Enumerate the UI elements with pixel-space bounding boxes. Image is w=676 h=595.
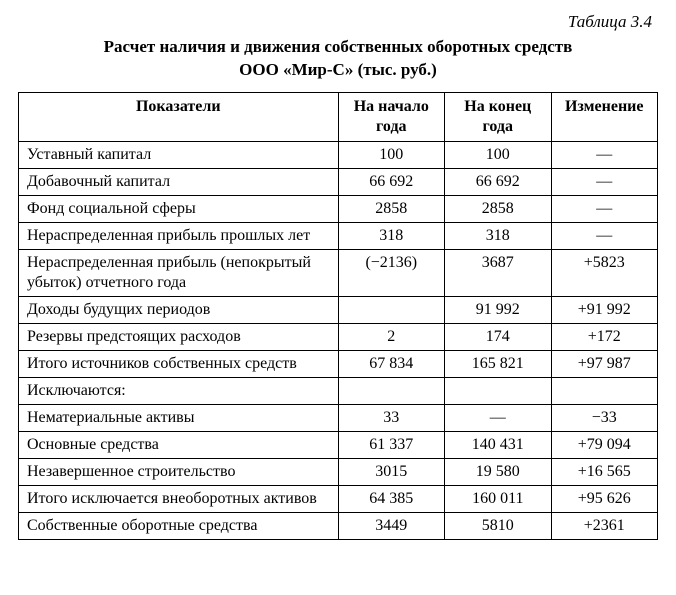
cell-label: Добавочный капитал [19, 168, 339, 195]
cell-start [338, 377, 444, 404]
cell-delta: +91 992 [551, 296, 658, 323]
cell-end: 100 [445, 141, 551, 168]
cell-start: 61 337 [338, 431, 444, 458]
table-row: Итого исключается внеоборотных активов 6… [19, 485, 658, 512]
cell-end: — [445, 404, 551, 431]
table-row: Добавочный капитал 66 692 66 692 — [19, 168, 658, 195]
cell-end: 91 992 [445, 296, 551, 323]
cell-label: Незавершенное строительство [19, 458, 339, 485]
cell-delta: +95 626 [551, 485, 658, 512]
cell-end: 19 580 [445, 458, 551, 485]
cell-start: 2 [338, 323, 444, 350]
table-row: Доходы будущих периодов 91 992 +91 992 [19, 296, 658, 323]
table-title: Расчет наличия и движения собственных об… [18, 36, 658, 82]
cell-delta: +16 565 [551, 458, 658, 485]
cell-start: 66 692 [338, 168, 444, 195]
financial-table: Показатели На начало года На конец года … [18, 92, 658, 540]
cell-delta: +79 094 [551, 431, 658, 458]
cell-start: 64 385 [338, 485, 444, 512]
cell-end [445, 377, 551, 404]
col-header-indicator: Показатели [19, 92, 339, 141]
table-row: Фонд социальной сферы 2858 2858 — [19, 195, 658, 222]
cell-start [338, 296, 444, 323]
table-header-row: Показатели На начало года На конец года … [19, 92, 658, 141]
cell-label: Уставный капитал [19, 141, 339, 168]
cell-label: Итого источников собственных средств [19, 350, 339, 377]
cell-delta: — [551, 222, 658, 249]
cell-end: 66 692 [445, 168, 551, 195]
cell-label: Резервы предстоящих расходов [19, 323, 339, 350]
table-row: Итого источников собственных средств 67 … [19, 350, 658, 377]
cell-delta: — [551, 141, 658, 168]
cell-delta: — [551, 168, 658, 195]
cell-start: 318 [338, 222, 444, 249]
cell-label: Собственные оборотные средства [19, 512, 339, 539]
table-row: Незавершенное строительство 3015 19 580 … [19, 458, 658, 485]
cell-delta: — [551, 195, 658, 222]
table-row: Собственные оборотные средства 3449 5810… [19, 512, 658, 539]
cell-start: 2858 [338, 195, 444, 222]
title-line-1: Расчет наличия и движения собственных об… [104, 37, 573, 56]
cell-label: Основные средства [19, 431, 339, 458]
cell-label: Нераспределенная прибыль прошлых лет [19, 222, 339, 249]
title-line-2: ООО «Мир-С» (тыс. руб.) [239, 60, 437, 79]
cell-end: 165 821 [445, 350, 551, 377]
cell-delta: −33 [551, 404, 658, 431]
cell-end: 174 [445, 323, 551, 350]
cell-start: 100 [338, 141, 444, 168]
table-row: Резервы предстоящих расходов 2 174 +172 [19, 323, 658, 350]
cell-delta [551, 377, 658, 404]
table-row: Основные средства 61 337 140 431 +79 094 [19, 431, 658, 458]
cell-delta: +2361 [551, 512, 658, 539]
cell-end: 5810 [445, 512, 551, 539]
cell-label: Фонд социальной сферы [19, 195, 339, 222]
cell-label: Нематериальные активы [19, 404, 339, 431]
cell-end: 2858 [445, 195, 551, 222]
col-header-delta: Изменение [551, 92, 658, 141]
cell-label: Итого исключается внеоборотных активов [19, 485, 339, 512]
col-header-start: На начало года [338, 92, 444, 141]
cell-delta: +5823 [551, 249, 658, 296]
cell-end: 140 431 [445, 431, 551, 458]
cell-end: 3687 [445, 249, 551, 296]
cell-start: 33 [338, 404, 444, 431]
cell-delta: +172 [551, 323, 658, 350]
table-row: Уставный капитал 100 100 — [19, 141, 658, 168]
cell-start: (−2136) [338, 249, 444, 296]
cell-end: 160 011 [445, 485, 551, 512]
table-row: Исключаются: [19, 377, 658, 404]
cell-label: Нераспределенная прибыль (непокрытый убы… [19, 249, 339, 296]
cell-label: Доходы будущих периодов [19, 296, 339, 323]
cell-label: Исключаются: [19, 377, 339, 404]
cell-start: 67 834 [338, 350, 444, 377]
col-header-end: На конец года [445, 92, 551, 141]
cell-delta: +97 987 [551, 350, 658, 377]
table-caption: Таблица 3.4 [18, 12, 652, 32]
cell-start: 3449 [338, 512, 444, 539]
cell-end: 318 [445, 222, 551, 249]
table-row: Нераспределенная прибыль прошлых лет 318… [19, 222, 658, 249]
table-row: Нематериальные активы 33 — −33 [19, 404, 658, 431]
cell-start: 3015 [338, 458, 444, 485]
table-row: Нераспределенная прибыль (непокрытый убы… [19, 249, 658, 296]
